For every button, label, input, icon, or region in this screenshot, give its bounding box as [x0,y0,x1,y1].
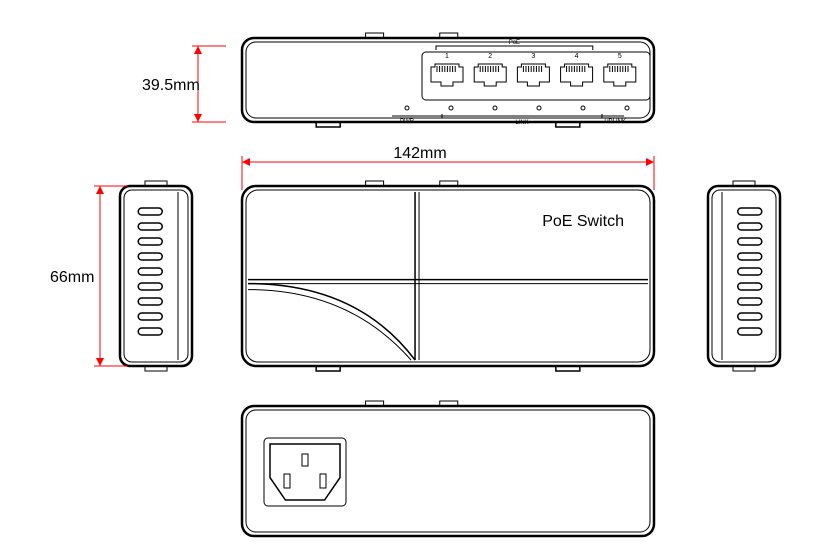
svg-text:2: 2 [488,53,492,60]
svg-text:LINK: LINK [515,120,528,126]
svg-text:4: 4 [575,53,579,60]
svg-text:1: 1 [445,53,449,60]
dim-label: 66mm [50,269,94,286]
svg-text:PWR: PWR [400,119,415,125]
svg-text:3: 3 [531,53,535,60]
svg-text:5: 5 [618,53,622,60]
dim-label: 39.5mm [142,77,200,94]
product-label: PoE Switch [542,213,624,230]
dim-label: 142mm [393,145,446,162]
svg-text:UPLINK: UPLINK [604,119,626,125]
svg-text:PoE: PoE [509,40,520,46]
